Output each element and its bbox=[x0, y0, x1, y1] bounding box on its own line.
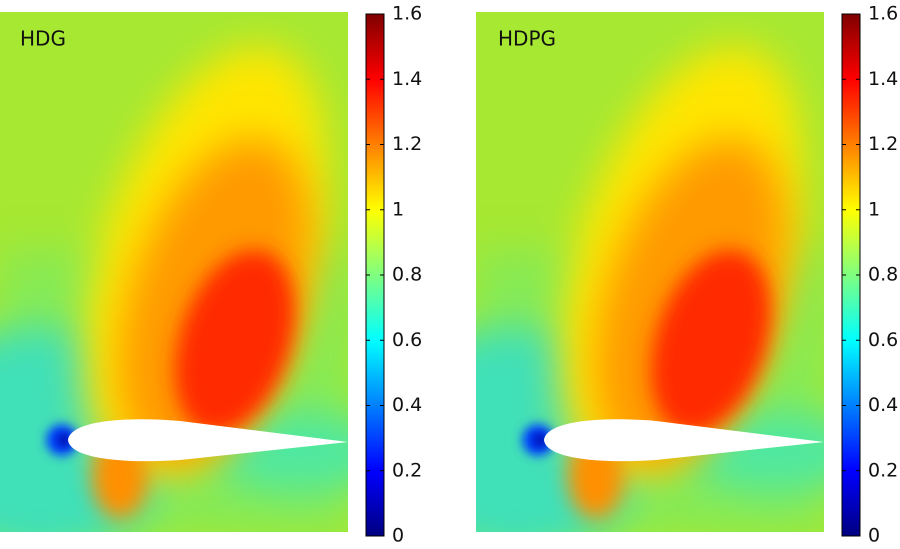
colorbar-tick-label: 0.6 bbox=[868, 329, 898, 351]
colorbar-tick-label: 0.8 bbox=[392, 264, 422, 286]
colorbar-tick-label: 0.4 bbox=[868, 394, 898, 416]
colorbar-tick-label: 0.8 bbox=[868, 264, 898, 286]
colorbar-tick-label: 0.2 bbox=[868, 459, 898, 481]
colorbar-tick-label: 1 bbox=[868, 198, 880, 220]
colorbar-tick-label: 1.2 bbox=[868, 133, 898, 155]
panel-title: HDG bbox=[20, 27, 66, 51]
colorbar-tick-label: 1.4 bbox=[868, 68, 898, 90]
colorbar-tick-label: 0 bbox=[392, 525, 404, 547]
colorbar-tick-label: 0.4 bbox=[392, 394, 422, 416]
colorbar-tick-label: 0.2 bbox=[392, 459, 422, 481]
colorbar-tick-label: 1.6 bbox=[868, 3, 898, 25]
colorbar-tick-label: 1.2 bbox=[392, 133, 422, 155]
colorbar-tick-label: 0 bbox=[868, 525, 880, 547]
contour-field bbox=[386, 12, 866, 549]
contour-field bbox=[0, 12, 390, 549]
colorbar-tick-label: 1.6 bbox=[392, 3, 422, 25]
colorbar-tick-label: 1 bbox=[392, 198, 404, 220]
colorbar-tick-label: 0.6 bbox=[392, 329, 422, 351]
panel-title: HDPG bbox=[498, 27, 556, 51]
colorbar-tick-label: 1.4 bbox=[392, 68, 422, 90]
